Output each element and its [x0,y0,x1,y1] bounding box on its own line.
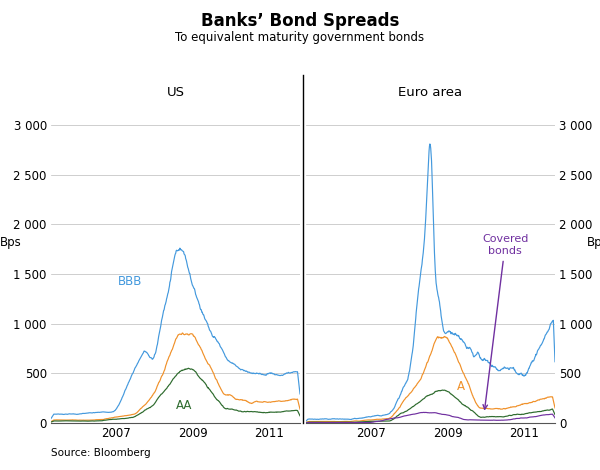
Y-axis label: Bps: Bps [0,236,22,249]
Text: A: A [457,380,466,393]
Text: US: US [167,86,185,99]
Text: Source: Bloomberg: Source: Bloomberg [51,448,151,458]
Text: Euro area: Euro area [398,86,463,99]
Text: To equivalent maturity government bonds: To equivalent maturity government bonds [175,31,425,44]
Text: Covered
bonds: Covered bonds [482,234,529,409]
Text: Banks’ Bond Spreads: Banks’ Bond Spreads [201,12,399,30]
Text: BBB: BBB [118,275,142,289]
Text: AA: AA [176,399,192,412]
Y-axis label: Bps: Bps [587,236,600,249]
